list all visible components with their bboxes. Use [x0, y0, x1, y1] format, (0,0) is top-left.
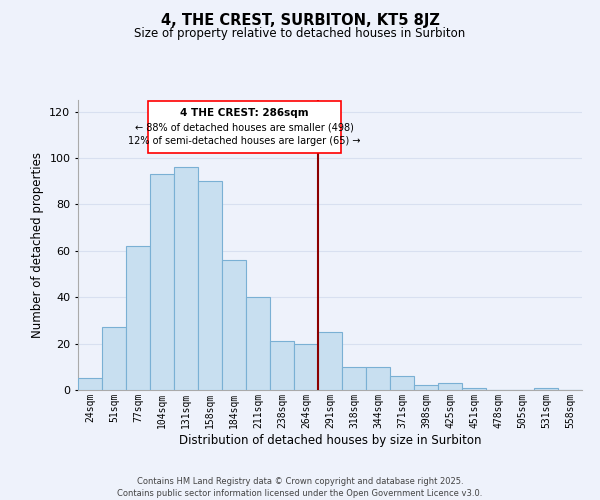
- Text: ← 88% of detached houses are smaller (498): ← 88% of detached houses are smaller (49…: [135, 122, 353, 132]
- X-axis label: Distribution of detached houses by size in Surbiton: Distribution of detached houses by size …: [179, 434, 481, 446]
- Bar: [198, 181, 222, 390]
- Bar: [462, 388, 486, 390]
- Bar: [148, 101, 341, 154]
- Bar: [246, 297, 270, 390]
- Bar: [414, 386, 438, 390]
- Bar: [318, 332, 342, 390]
- Bar: [270, 342, 294, 390]
- Bar: [126, 246, 150, 390]
- Text: Contains public sector information licensed under the Open Government Licence v3: Contains public sector information licen…: [118, 489, 482, 498]
- Bar: [534, 388, 558, 390]
- Bar: [150, 174, 174, 390]
- Y-axis label: Number of detached properties: Number of detached properties: [31, 152, 44, 338]
- Bar: [102, 328, 126, 390]
- Bar: [174, 168, 198, 390]
- Bar: [294, 344, 318, 390]
- Bar: [222, 260, 246, 390]
- Bar: [390, 376, 414, 390]
- Text: Contains HM Land Registry data © Crown copyright and database right 2025.: Contains HM Land Registry data © Crown c…: [137, 478, 463, 486]
- Bar: [78, 378, 102, 390]
- Bar: [438, 383, 462, 390]
- Bar: [366, 367, 390, 390]
- Text: 4 THE CREST: 286sqm: 4 THE CREST: 286sqm: [180, 108, 308, 118]
- Text: 12% of semi-detached houses are larger (65) →: 12% of semi-detached houses are larger (…: [128, 136, 361, 146]
- Text: 4, THE CREST, SURBITON, KT5 8JZ: 4, THE CREST, SURBITON, KT5 8JZ: [161, 12, 439, 28]
- Text: Size of property relative to detached houses in Surbiton: Size of property relative to detached ho…: [134, 28, 466, 40]
- Bar: [342, 367, 366, 390]
